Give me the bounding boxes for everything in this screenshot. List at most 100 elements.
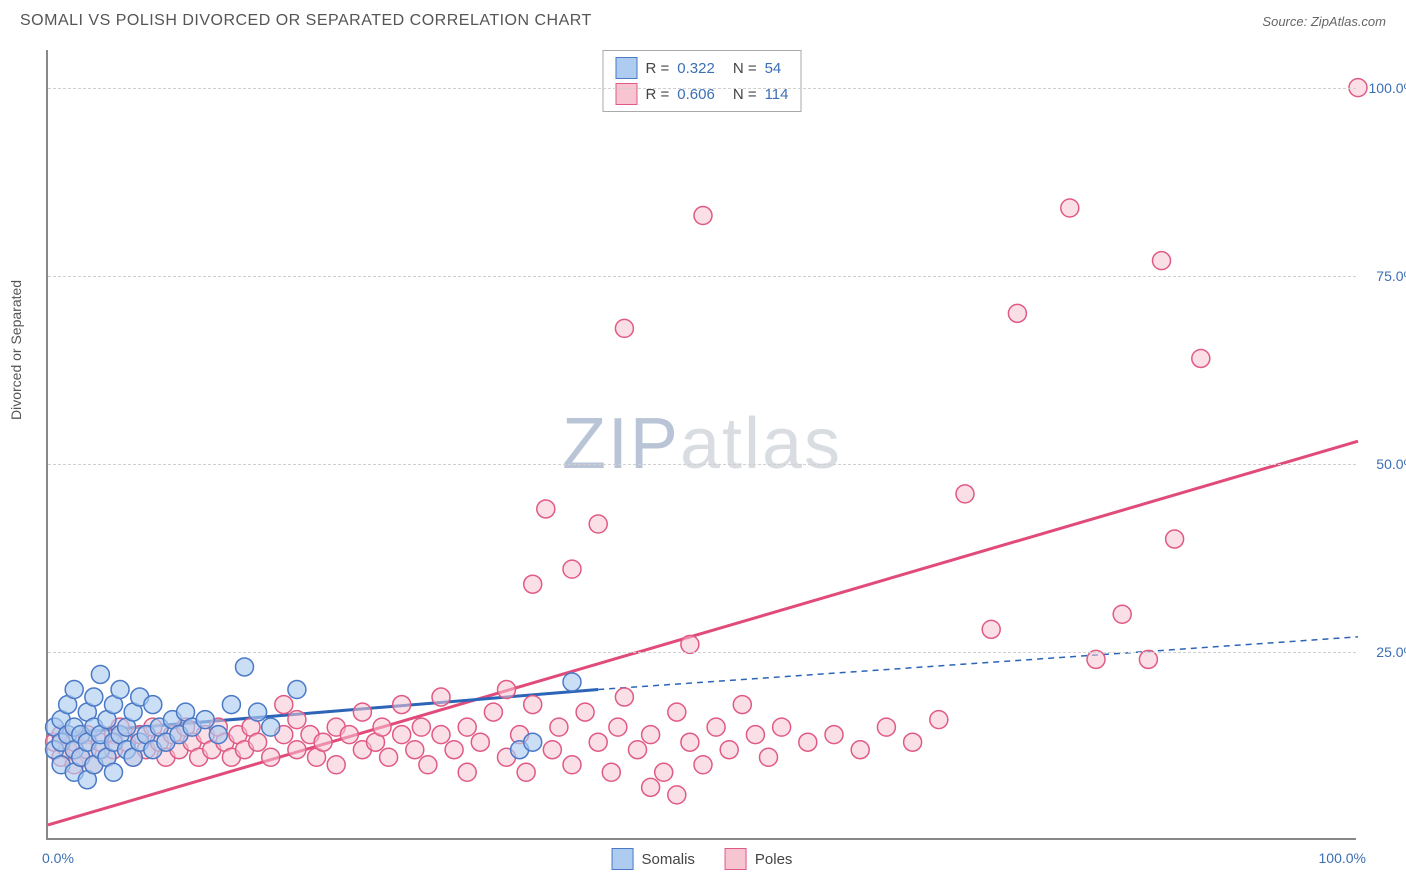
data-point — [445, 741, 463, 759]
data-point — [707, 718, 725, 736]
data-point — [517, 763, 535, 781]
data-point — [432, 726, 450, 744]
legend-swatch — [725, 848, 747, 870]
data-point — [1192, 349, 1210, 367]
source-name: ZipAtlas.com — [1311, 14, 1386, 29]
data-point — [563, 673, 581, 691]
data-point — [314, 733, 332, 751]
n-label: N = — [733, 60, 757, 77]
data-point — [288, 681, 306, 699]
data-point — [288, 711, 306, 729]
data-point — [1087, 650, 1105, 668]
y-tick-label: 50.0% — [1376, 456, 1406, 472]
data-point — [222, 696, 240, 714]
data-point — [760, 748, 778, 766]
grid-line — [48, 652, 1356, 653]
data-point — [380, 748, 398, 766]
data-point — [1139, 650, 1157, 668]
data-point — [524, 575, 542, 593]
data-point — [681, 733, 699, 751]
data-point — [773, 718, 791, 736]
data-point — [615, 688, 633, 706]
data-point — [432, 688, 450, 706]
x-axis-max-label: 100.0% — [1319, 850, 1366, 866]
data-point — [144, 696, 162, 714]
data-point — [85, 688, 103, 706]
y-axis-label: Divorced or Separated — [8, 280, 24, 420]
data-point — [471, 733, 489, 751]
data-point — [642, 778, 660, 796]
y-tick-label: 100.0% — [1369, 80, 1406, 96]
data-point — [589, 733, 607, 751]
series-legend-item: Somalis — [612, 848, 695, 870]
data-point — [576, 703, 594, 721]
data-point — [353, 703, 371, 721]
data-point — [799, 733, 817, 751]
data-point — [262, 718, 280, 736]
data-point — [668, 703, 686, 721]
data-point — [668, 786, 686, 804]
data-point — [550, 718, 568, 736]
chart-plot-area: ZIPatlas R =0.322N =54R =0.606N =114 Som… — [46, 50, 1356, 840]
data-point — [393, 696, 411, 714]
r-label: R = — [646, 60, 670, 77]
data-point — [655, 763, 673, 781]
data-point — [327, 756, 345, 774]
series-legend-item: Poles — [725, 848, 793, 870]
stats-legend-box: R =0.322N =54R =0.606N =114 — [603, 50, 802, 112]
x-axis-min-label: 0.0% — [42, 850, 74, 866]
legend-swatch — [612, 848, 634, 870]
data-point — [458, 718, 476, 736]
data-point — [393, 726, 411, 744]
data-point — [615, 319, 633, 337]
series-legend-label: Poles — [755, 851, 793, 868]
y-tick-label: 75.0% — [1376, 268, 1406, 284]
data-point — [904, 733, 922, 751]
data-point — [537, 500, 555, 518]
data-point — [419, 756, 437, 774]
data-point — [209, 726, 227, 744]
data-point — [1166, 530, 1184, 548]
data-point — [484, 703, 502, 721]
data-point — [720, 741, 738, 759]
data-point — [956, 485, 974, 503]
data-point — [196, 711, 214, 729]
scatter-svg — [48, 50, 1356, 838]
grid-line — [48, 88, 1356, 89]
grid-line — [48, 276, 1356, 277]
data-point — [249, 733, 267, 751]
legend-swatch — [616, 83, 638, 105]
data-point — [602, 763, 620, 781]
data-point — [262, 748, 280, 766]
r-value: 0.322 — [677, 60, 715, 77]
series-legend: Somalis Poles — [612, 848, 793, 870]
data-point — [563, 756, 581, 774]
data-point — [65, 681, 83, 699]
data-point — [982, 620, 1000, 638]
data-point — [733, 696, 751, 714]
data-point — [746, 726, 764, 744]
data-point — [930, 711, 948, 729]
data-point — [288, 741, 306, 759]
data-point — [275, 696, 293, 714]
grid-line — [48, 464, 1356, 465]
data-point — [1113, 605, 1131, 623]
data-point — [642, 726, 660, 744]
data-point — [1153, 252, 1171, 270]
data-point — [105, 763, 123, 781]
data-point — [825, 726, 843, 744]
data-point — [1008, 304, 1026, 322]
data-point — [1061, 199, 1079, 217]
data-point — [543, 741, 561, 759]
data-point — [458, 763, 476, 781]
data-point — [629, 741, 647, 759]
legend-swatch — [616, 57, 638, 79]
data-point — [91, 665, 109, 683]
data-point — [877, 718, 895, 736]
series-legend-label: Somalis — [642, 851, 695, 868]
y-tick-label: 25.0% — [1376, 644, 1406, 660]
data-point — [412, 718, 430, 736]
data-point — [609, 718, 627, 736]
data-point — [589, 515, 607, 533]
data-point — [694, 207, 712, 225]
